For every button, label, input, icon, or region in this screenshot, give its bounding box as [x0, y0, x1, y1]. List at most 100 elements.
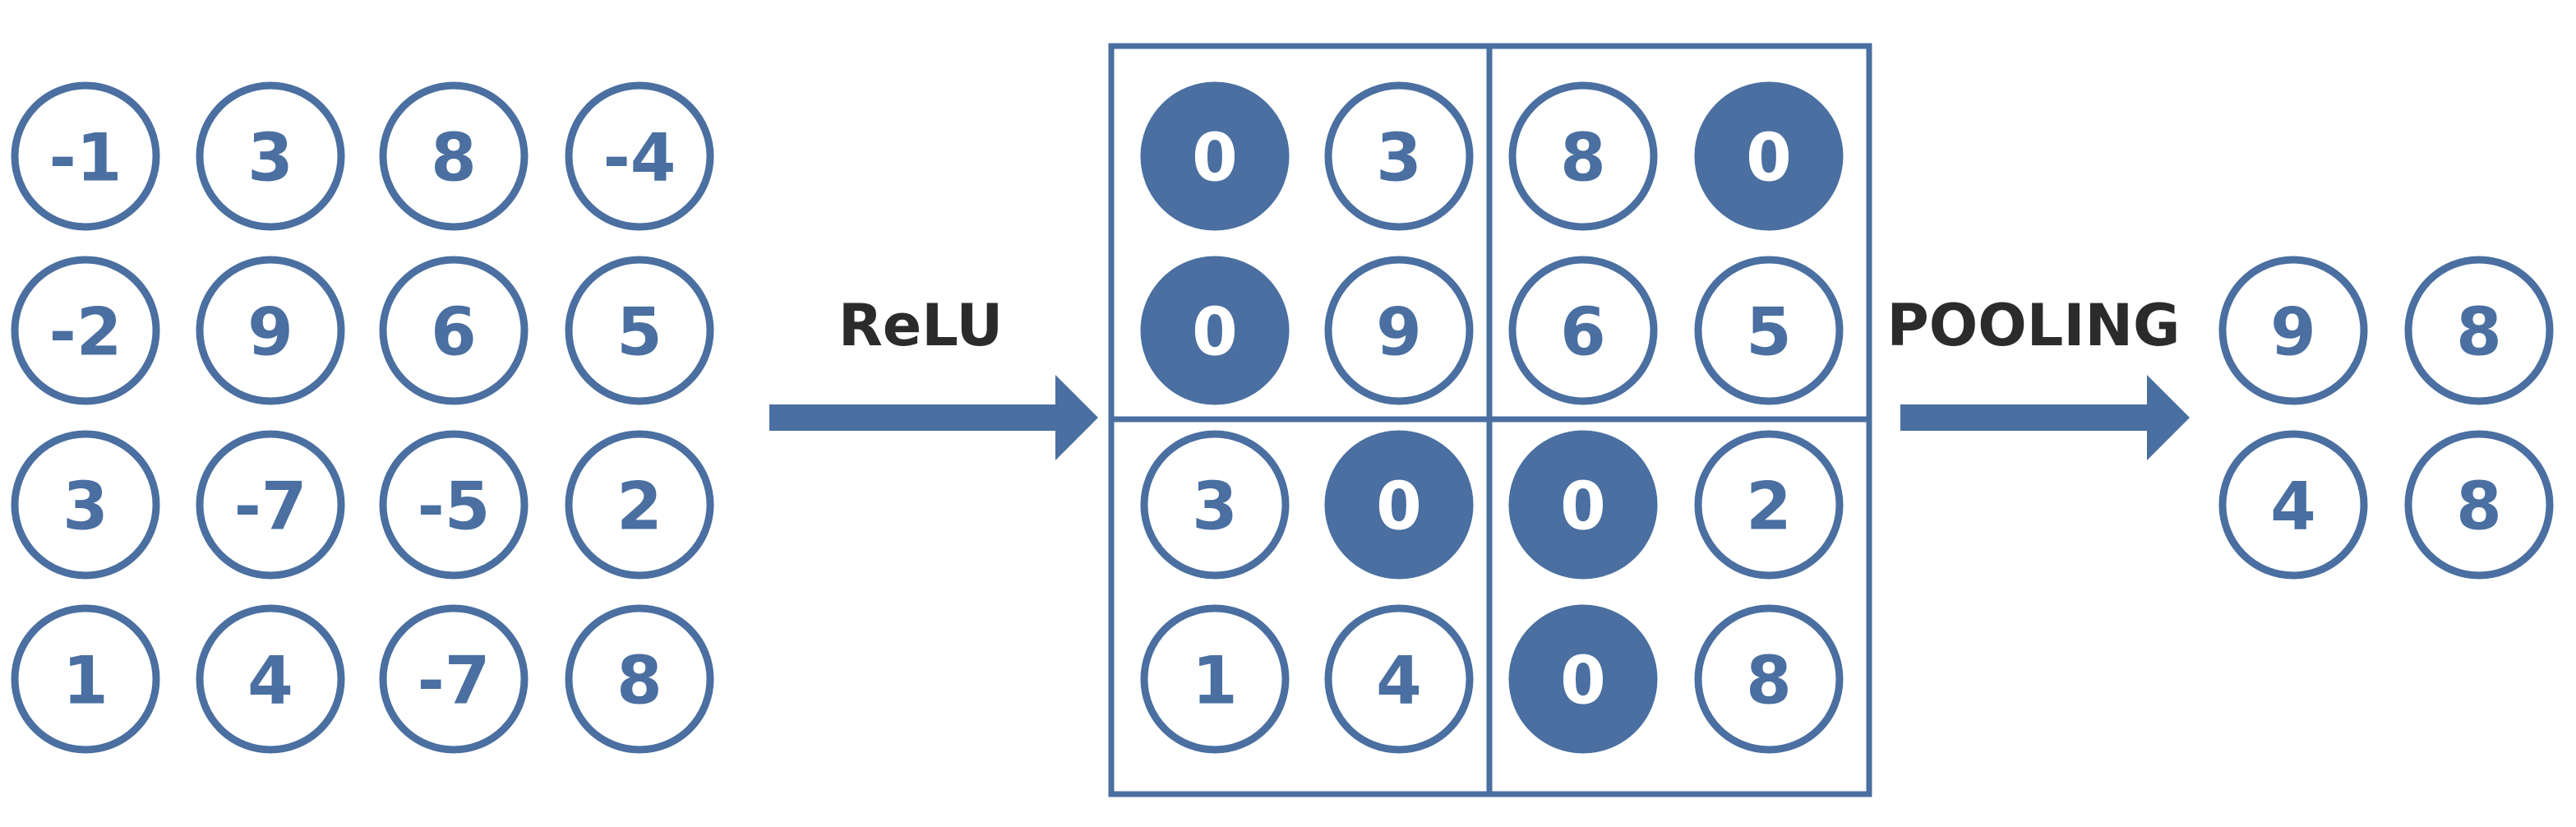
input-cell-r0-c3: -4: [565, 81, 714, 231]
input-matrix: -1 3 8 -4 -2 9 6 5 3 -7 -5 2 1 4 -7 8: [11, 81, 714, 754]
input-cell-value: -1: [49, 120, 122, 196]
input-cell-value: 5: [616, 294, 662, 371]
relu-cell-value: 5: [1746, 294, 1792, 371]
relu-cell-r3-c0: 1: [1140, 604, 1290, 754]
relu-cell-value: 3: [1376, 120, 1422, 196]
input-cell-r3-c1: 4: [196, 604, 345, 754]
relu-cell-r3-c1: 4: [1324, 604, 1474, 754]
input-cell-value: 8: [616, 643, 662, 719]
relu-cell-circle: [1508, 430, 1658, 580]
relu-cell-r3-c2: 0: [1508, 604, 1658, 754]
relu-cell-circle: [1324, 430, 1474, 580]
relu-cell-value: 0: [1376, 469, 1422, 545]
input-cell-circle: [565, 81, 714, 231]
relu-cell-circle: [1508, 256, 1658, 405]
input-cell-value: 8: [431, 120, 477, 196]
relu-cell-circle: [1694, 430, 1844, 580]
relu-cell-value: 9: [1376, 294, 1422, 371]
relu-cell-r1-c3: 5: [1694, 256, 1844, 405]
input-cell-r1-c1: 9: [196, 256, 345, 405]
input-cell-value: -7: [234, 469, 307, 545]
input-cell-r1-c3: 5: [565, 256, 714, 405]
input-cell-r1-c0: -2: [11, 256, 160, 405]
pooled-matrix: 9 8 4 8: [2218, 256, 2554, 580]
pooled-cell-circle: [2218, 430, 2368, 580]
input-cell-r1-c2: 6: [379, 256, 529, 405]
input-cell-circle: [379, 81, 529, 231]
relu-cell-circle: [1694, 81, 1844, 231]
input-cell-r3-c3: 8: [565, 604, 714, 754]
pooled-cell-value: 9: [2270, 294, 2316, 371]
relu-cell-r0-c1: 3: [1324, 81, 1474, 231]
input-cell-circle: [379, 430, 529, 580]
input-cell-value: -2: [49, 294, 122, 371]
relu-cell-value: 4: [1376, 643, 1422, 719]
input-cell-circle: [196, 81, 345, 231]
relu-cell-r1-c0: 0: [1140, 256, 1290, 405]
relu-cell-circle: [1324, 81, 1474, 231]
relu-cell-value: 0: [1560, 469, 1606, 545]
pooled-cell-circle: [2218, 256, 2368, 405]
input-cell-value: 4: [247, 643, 293, 719]
relu-cell-circle: [1694, 604, 1844, 754]
input-cell-r0-c1: 3: [196, 81, 345, 231]
relu-cell-r2-c2: 0: [1508, 430, 1658, 580]
input-cell-r0-c0: -1: [11, 81, 160, 231]
pooling-label: POOLING: [1886, 292, 2180, 359]
input-cell-circle: [379, 604, 529, 754]
input-cell-circle: [11, 430, 160, 580]
relu-cell-value: 1: [1192, 643, 1238, 719]
relu-cell-r2-c3: 2: [1694, 430, 1844, 580]
relu-cell-circle: [1140, 430, 1290, 580]
input-cell-circle: [196, 256, 345, 405]
input-cell-circle: [11, 81, 160, 231]
relu-cell-value: 2: [1746, 469, 1792, 545]
pooled-cell-circle: [2404, 256, 2554, 405]
pooled-cell-r0-c0: 9: [2218, 256, 2368, 405]
relu-cell-r3-c3: 8: [1694, 604, 1844, 754]
input-cell-value: -4: [603, 120, 676, 196]
input-cell-r2-c3: 2: [565, 430, 714, 580]
input-cell-circle: [196, 604, 345, 754]
relu-cell-circle: [1140, 256, 1290, 405]
relu-cell-circle: [1324, 256, 1474, 405]
relu-cell-r2-c0: 3: [1140, 430, 1290, 580]
pooled-cell-circle: [2404, 430, 2554, 580]
input-cell-circle: [11, 256, 160, 405]
input-cell-r3-c0: 1: [11, 604, 160, 754]
input-cell-circle: [565, 604, 714, 754]
input-cell-value: 3: [247, 120, 293, 196]
relu-cell-value: 0: [1560, 643, 1606, 719]
input-cell-r0-c2: 8: [379, 81, 529, 231]
relu-cell-r0-c3: 0: [1694, 81, 1844, 231]
pooled-cell-r0-c1: 8: [2404, 256, 2554, 405]
pooled-cell-r1-c0: 4: [2218, 430, 2368, 580]
input-cell-circle: [565, 256, 714, 405]
relu-cell-circle: [1508, 604, 1658, 754]
input-cell-r3-c2: -7: [379, 604, 529, 754]
relu-cell-value: 8: [1746, 643, 1792, 719]
relu-cell-circle: [1324, 604, 1474, 754]
relu-cell-circle: [1140, 81, 1290, 231]
relu-cell-circle: [1508, 81, 1658, 231]
relu-cell-r0-c0: 0: [1140, 81, 1290, 231]
relu-cell-value: 6: [1560, 294, 1606, 371]
input-cell-circle: [196, 430, 345, 580]
input-cell-value: 9: [247, 294, 293, 371]
relu-matrix: 0 3 8 0 0 9 6 5 3 0 0 2 1 4 0 8: [1140, 81, 1844, 754]
relu-cell-circle: [1694, 256, 1844, 405]
input-cell-value: 3: [62, 469, 108, 545]
input-cell-value: 2: [616, 469, 662, 545]
pooled-cell-value: 8: [2456, 469, 2502, 545]
input-cell-r2-c1: -7: [196, 430, 345, 580]
relu-cell-value: 8: [1560, 120, 1606, 196]
pooled-cell-value: 8: [2456, 294, 2502, 371]
relu-cell-value: 0: [1746, 120, 1792, 196]
input-cell-value: -5: [418, 469, 491, 545]
relu-cell-value: 0: [1192, 120, 1238, 196]
input-cell-circle: [565, 430, 714, 580]
pooled-cell-r1-c1: 8: [2404, 430, 2554, 580]
relu-cell-value: 0: [1192, 294, 1238, 371]
pooling-arrow: [1900, 375, 2190, 460]
